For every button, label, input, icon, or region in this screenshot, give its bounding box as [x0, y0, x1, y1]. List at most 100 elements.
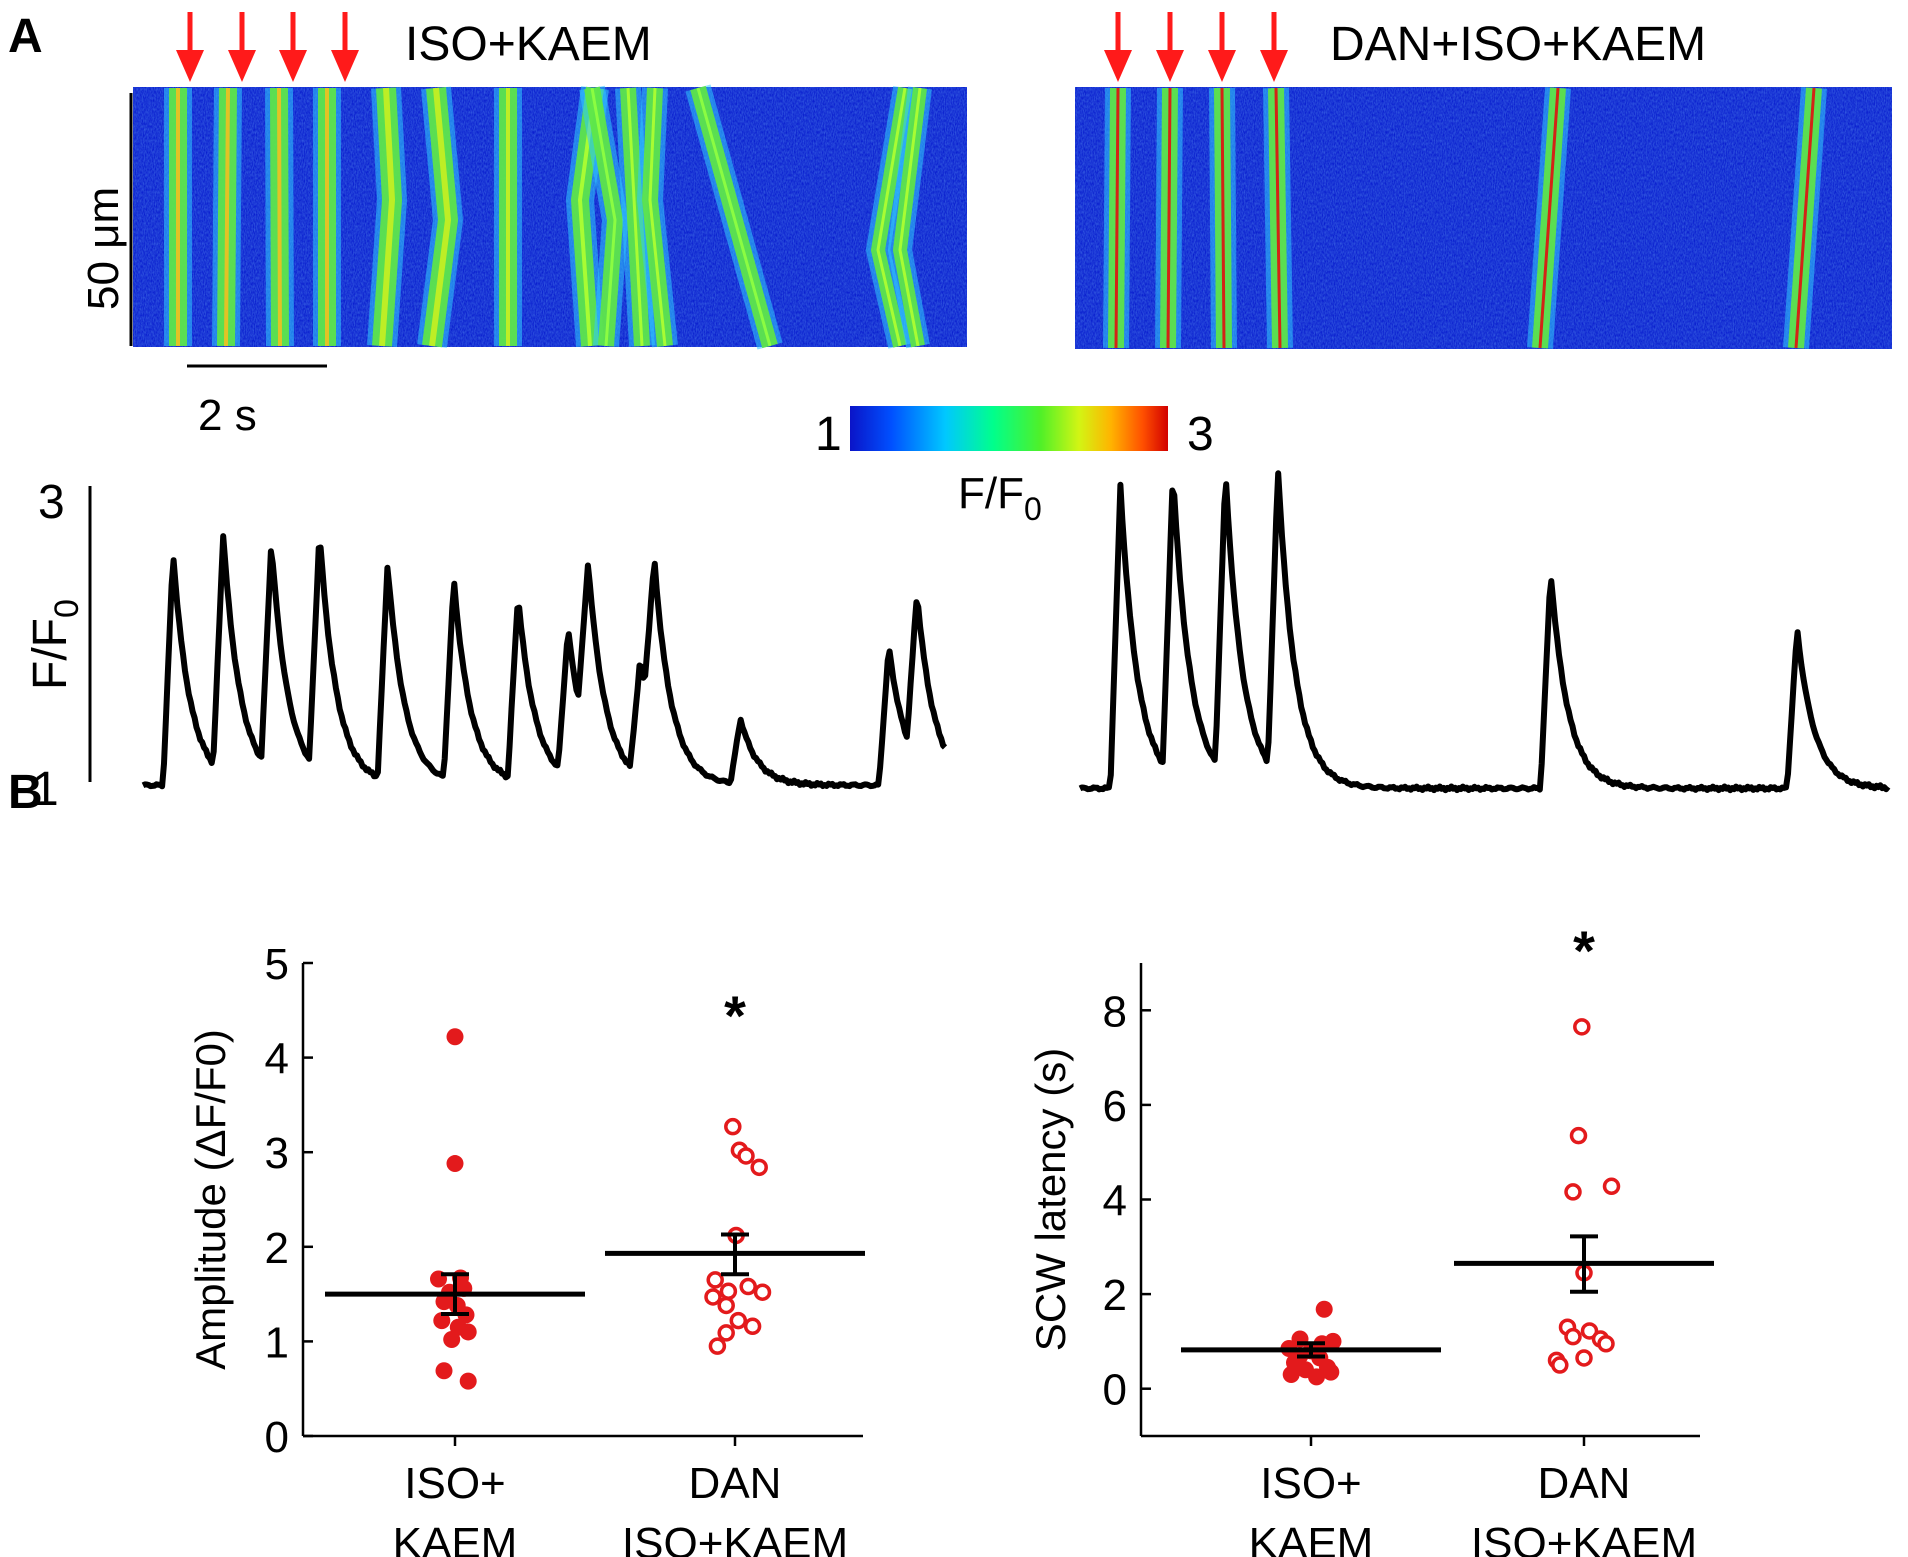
y-tick-label: 4: [1103, 1177, 1127, 1226]
linescan-title-right: DAN+ISO+KAEM: [1330, 18, 1706, 71]
data-point: [719, 1282, 738, 1301]
wave-band-core: [1274, 87, 1282, 349]
data-point: [1602, 1177, 1621, 1196]
wave-band-core: [876, 87, 907, 347]
scale-bar-x-label: 2 s: [198, 391, 257, 440]
x-category-label: DAN: [689, 1459, 782, 1508]
data-point: [706, 1271, 724, 1289]
x-category-label: ISO+: [404, 1459, 506, 1508]
y-tick-label: 6: [1103, 1082, 1127, 1131]
panel-label-a: A: [8, 10, 43, 63]
stimulus-arrow-head: [1260, 50, 1288, 82]
fluorescence-trace-left: [141, 533, 948, 790]
x-category-label: KAEM: [1249, 1519, 1374, 1557]
wave-bands-left: [164, 84, 932, 350]
data-point: [1308, 1368, 1325, 1386]
wave-band-core: [1114, 87, 1120, 349]
stimulus-arrow-head: [176, 50, 204, 82]
significance-marker: *: [724, 984, 746, 1047]
wave-band-core: [224, 87, 230, 347]
wave-band-core: [1794, 87, 1816, 349]
stimulus-arrow-head: [1156, 50, 1184, 82]
data-point: [729, 1311, 748, 1330]
data-point: [433, 1312, 451, 1330]
data-point: [446, 1155, 464, 1173]
linescan-noise-right: [1075, 87, 1892, 349]
data-point: [1324, 1332, 1342, 1350]
data-point: [1564, 1183, 1582, 1201]
wave-band-core: [379, 87, 396, 347]
data-point: [459, 1323, 477, 1341]
colorbar: [850, 406, 1168, 451]
wave-band-core: [1220, 87, 1226, 349]
data-point: [753, 1283, 772, 1301]
stimulus-arrows-left: [176, 12, 359, 82]
x-category-label: KAEM: [393, 1519, 518, 1557]
scale-bar-y-label: 50 μm: [79, 187, 128, 310]
x-category-label: ISO+KAEM: [1471, 1519, 1697, 1557]
stimulus-arrow-head: [1104, 50, 1132, 82]
y-axis-label: SCW latency (s): [1027, 1048, 1074, 1351]
y-tick-label: 2: [265, 1224, 289, 1273]
y-tick-label: 0: [1103, 1366, 1127, 1415]
data-point: [704, 1288, 722, 1306]
stimulus-arrow-head: [279, 50, 307, 82]
x-category-label: DAN: [1538, 1459, 1631, 1508]
stimulus-arrow-head: [228, 50, 256, 82]
data-point: [1322, 1363, 1340, 1381]
data-point: [717, 1296, 735, 1315]
y-tick-label: 2: [1103, 1271, 1127, 1320]
data-point: [435, 1293, 453, 1311]
panel-label-b: B: [8, 766, 43, 819]
wave-band-core: [277, 87, 282, 347]
wave-band-core: [1538, 87, 1560, 349]
data-point: [743, 1317, 762, 1336]
data-point: [1315, 1300, 1333, 1318]
data-point: [1575, 1349, 1593, 1367]
data-point: [459, 1372, 477, 1390]
linescan-image-left: [133, 84, 967, 350]
linescan-noise-left: [133, 87, 967, 347]
wave-band-core: [590, 87, 617, 347]
data-point: [1569, 1126, 1588, 1145]
x-category-label: ISO+: [1260, 1459, 1362, 1508]
trace-y-label: F/F0: [24, 599, 86, 690]
stimulus-arrow-head: [331, 50, 359, 82]
trace-ytick-top: 3: [38, 476, 65, 529]
data-point: [750, 1158, 768, 1177]
linescan-title-left: ISO+KAEM: [405, 18, 652, 71]
colorbar-label: F/F0: [958, 469, 1042, 527]
data-point: [737, 1147, 755, 1165]
significance-marker: *: [1573, 919, 1595, 982]
data-point: [1282, 1366, 1300, 1384]
data-point: [708, 1337, 727, 1355]
wave-band-core: [626, 87, 644, 347]
data-point: [1597, 1335, 1615, 1353]
y-tick-label: 1: [265, 1318, 289, 1367]
fluorescence-trace-right: [1078, 470, 1891, 794]
data-point: [1580, 1322, 1599, 1340]
stimulus-arrow-head: [1208, 50, 1236, 82]
data-point: [1573, 1018, 1591, 1036]
y-tick-label: 3: [265, 1129, 289, 1178]
data-point: [724, 1117, 742, 1136]
trace-ytick-bottom: 1: [32, 763, 59, 816]
wave-band-core: [429, 87, 452, 347]
x-category-label: ISO+KAEM: [622, 1519, 848, 1557]
wave-band-core: [1166, 87, 1172, 349]
data-point: [1564, 1327, 1582, 1346]
stimulus-arrows-right: [1104, 12, 1288, 82]
data-point: [1551, 1356, 1569, 1374]
wave-band-core: [648, 87, 667, 347]
colorbar-min-label: 1: [815, 408, 842, 461]
y-tick-label: 5: [265, 940, 289, 989]
wave-band-core: [898, 87, 922, 347]
y-tick-label: 0: [265, 1413, 289, 1462]
colorbar-max-label: 3: [1187, 408, 1214, 461]
y-tick-label: 8: [1103, 987, 1127, 1036]
wave-bands-right: [1103, 87, 1827, 349]
data-point: [443, 1331, 461, 1349]
